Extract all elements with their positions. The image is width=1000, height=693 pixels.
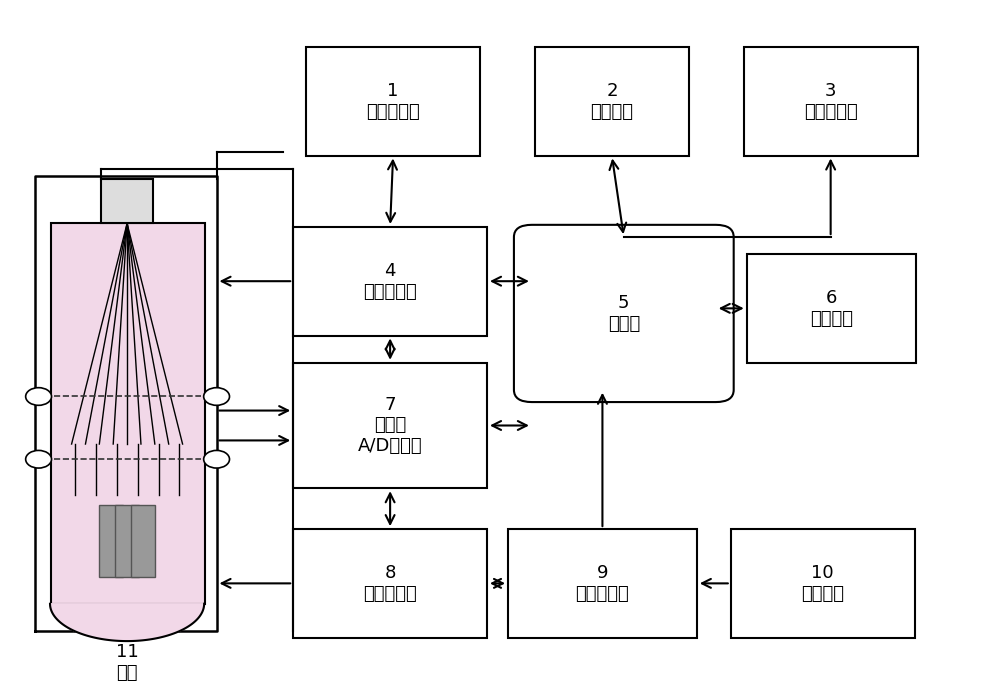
- FancyBboxPatch shape: [115, 505, 139, 577]
- Circle shape: [26, 450, 52, 468]
- Circle shape: [204, 387, 230, 405]
- Text: 7
多通道
A/D转换器: 7 多通道 A/D转换器: [358, 396, 422, 455]
- FancyBboxPatch shape: [306, 47, 480, 155]
- FancyBboxPatch shape: [293, 227, 487, 335]
- Circle shape: [26, 387, 52, 405]
- FancyBboxPatch shape: [535, 47, 689, 155]
- FancyBboxPatch shape: [744, 47, 918, 155]
- Text: 10
井口电源: 10 井口电源: [801, 564, 844, 603]
- FancyBboxPatch shape: [508, 529, 697, 638]
- FancyBboxPatch shape: [293, 362, 487, 489]
- Text: 4
恒电位电路: 4 恒电位电路: [363, 262, 417, 301]
- Circle shape: [204, 450, 230, 468]
- Polygon shape: [50, 604, 204, 641]
- FancyBboxPatch shape: [51, 223, 205, 604]
- Text: 9
电源稳压器: 9 电源稳压器: [576, 564, 629, 603]
- Text: 6
通讯接口: 6 通讯接口: [810, 289, 853, 328]
- Text: 3
数据存储器: 3 数据存储器: [804, 82, 858, 121]
- FancyBboxPatch shape: [99, 505, 123, 577]
- Text: 2
实时时钟: 2 实时时钟: [590, 82, 633, 121]
- FancyBboxPatch shape: [514, 225, 734, 402]
- FancyBboxPatch shape: [293, 529, 487, 638]
- FancyBboxPatch shape: [101, 179, 153, 223]
- FancyBboxPatch shape: [131, 505, 155, 577]
- Text: 1
波形发生器: 1 波形发生器: [366, 82, 420, 121]
- FancyBboxPatch shape: [731, 529, 915, 638]
- FancyBboxPatch shape: [747, 254, 916, 362]
- Text: 5
单片机: 5 单片机: [608, 294, 640, 333]
- Text: 8
双向恒流源: 8 双向恒流源: [363, 564, 417, 603]
- Text: 11
探头: 11 探头: [116, 643, 138, 682]
